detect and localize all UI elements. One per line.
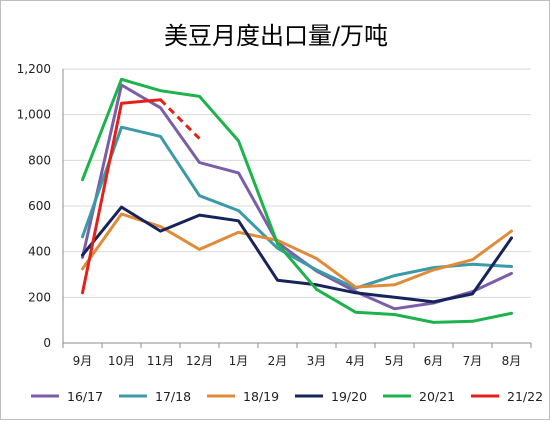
y-tick-label: 800 (28, 153, 51, 167)
x-tick-label: 7月 (463, 354, 483, 368)
legend-label: 16/17 (67, 389, 103, 404)
series-line (81, 205, 513, 304)
legend: 16/17 17/18 18/19 19/20 20/21 21/22 (31, 389, 543, 404)
x-tick-label: 8月 (502, 354, 522, 368)
y-tick-label: 600 (28, 199, 51, 213)
series-21-22 (81, 98, 201, 295)
x-tick-label: 6月 (424, 354, 444, 368)
legend-label: 17/18 (155, 389, 191, 404)
legend-label: 20/21 (419, 389, 455, 404)
series-line (81, 125, 513, 290)
legend-label: 19/20 (331, 389, 367, 404)
axes: 0 200 400 600 800 1,000 1,200 9月 10月 11月 12月 1月 2月 3月… (17, 62, 532, 368)
series-16-17 (81, 83, 513, 311)
legend-item: 19/20 (295, 389, 367, 404)
x-tick-label: 5月 (385, 354, 405, 368)
series-18-19 (81, 212, 513, 289)
y-tick-label: 1,200 (17, 62, 51, 76)
legend-item: 21/22 (471, 389, 543, 404)
x-tick-label: 12月 (186, 354, 213, 368)
x-tick-label: 1月 (229, 354, 249, 368)
series-17-18 (81, 125, 513, 290)
x-tick-label: 10月 (108, 354, 135, 368)
series-line (81, 212, 513, 289)
legend-label: 21/22 (507, 389, 543, 404)
x-tick-label: 4月 (346, 354, 366, 368)
chart-title: 美豆月度出口量/万吨 (164, 22, 388, 50)
legend-item: 16/17 (31, 389, 103, 404)
series-lines (81, 77, 513, 324)
x-tick-label: 9月 (73, 354, 93, 368)
series-19-20 (81, 205, 513, 304)
y-tick-label: 200 (28, 290, 51, 304)
series-line (81, 77, 513, 324)
legend-label: 18/19 (243, 389, 279, 404)
x-tick-label: 11月 (147, 354, 174, 368)
y-tick-label: 400 (28, 245, 51, 259)
x-tick-label: 3月 (307, 354, 327, 368)
series-line-forecast (159, 98, 201, 140)
series-line (81, 98, 162, 295)
y-tick-label: 1,000 (17, 108, 51, 122)
legend-item: 18/19 (207, 389, 279, 404)
series-20-21 (81, 77, 513, 324)
x-tick-label: 2月 (268, 354, 288, 368)
series-line (81, 83, 513, 311)
y-tick-label: 0 (43, 336, 51, 350)
legend-item: 17/18 (119, 389, 191, 404)
legend-item: 20/21 (383, 389, 455, 404)
